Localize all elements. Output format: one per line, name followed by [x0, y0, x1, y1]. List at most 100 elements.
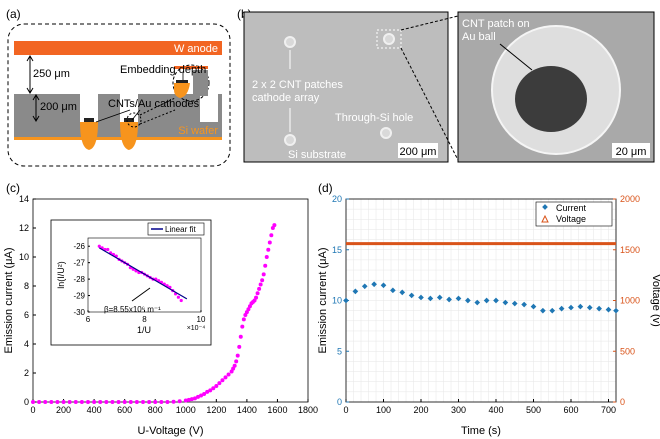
chart-c-point	[153, 400, 158, 404]
cnt-patch-tl	[284, 36, 296, 48]
chart-c-point	[260, 278, 265, 283]
inset-ytick-label: -27	[73, 259, 85, 268]
chart-c-xtick-label: 600	[117, 405, 132, 415]
chart-c-point	[186, 397, 191, 402]
array-label-1: 2 x 2 CNT patches	[252, 79, 343, 91]
chart-c-point	[147, 400, 152, 404]
chart-c-xtick-label: 0	[30, 405, 35, 415]
anode-label: W anode	[174, 43, 218, 55]
chart-d-xtick-label: 700	[601, 405, 616, 415]
chart-c-point	[67, 400, 72, 404]
zoom-line-1	[139, 97, 176, 116]
chart-c-point	[43, 400, 48, 404]
chart-c-point	[110, 400, 115, 404]
chart-c-ytick-label: 2	[24, 368, 29, 378]
chart-c-point	[261, 272, 266, 277]
chart-c-point	[217, 381, 222, 386]
inset-ytick-label: -29	[73, 292, 85, 301]
chart-d-y2tick-label: 0	[620, 397, 625, 407]
zoom-ball	[174, 83, 190, 98]
cathodes-leader-2	[131, 109, 141, 121]
cathodes-leader-1	[95, 109, 131, 123]
chart-c-xtick-label: 1200	[206, 405, 226, 415]
chart-d-xlabel: Time (s)	[461, 425, 501, 437]
cnt-patch-tr	[383, 33, 395, 45]
chart-d: 0 100 200 300 400 500 600 700051015200500100015…	[317, 194, 660, 437]
chart-c-xtick-label: 1400	[237, 405, 257, 415]
current-point	[558, 305, 565, 312]
current-point	[568, 304, 574, 311]
chart-c-point	[238, 334, 243, 339]
chart-d-y2tick-label: 1500	[620, 245, 640, 255]
cnt-patch-1	[84, 118, 94, 122]
inset-fit-line	[98, 247, 188, 300]
current-point	[446, 296, 452, 303]
chart-c-point	[269, 233, 274, 238]
inset-point	[106, 247, 110, 252]
chart-d-legend-box	[535, 201, 613, 227]
chart-c-point	[257, 286, 262, 291]
current-point	[521, 301, 527, 308]
cnt-patch-bl	[284, 134, 296, 146]
chart-d-xtick-label: 0	[343, 405, 348, 415]
chart-c-point	[241, 317, 246, 322]
wafer-label: Si wafer	[178, 125, 218, 137]
chart-c-frame	[32, 198, 309, 403]
chart-c-point	[141, 400, 145, 404]
chart-c-xtick-label: 200	[56, 405, 71, 415]
inset-legend-label: Linear fit	[165, 225, 196, 234]
chart-d-xtick-label: 300	[451, 405, 466, 415]
chart-c-point	[189, 397, 194, 402]
zoom-circle-small	[126, 112, 142, 128]
chart-c-ytick-label: 10	[19, 252, 29, 262]
chart-d-ylabel: Emission current (μA)	[317, 248, 329, 354]
inset-ytick-label: -30	[73, 308, 85, 317]
chart-c-point	[134, 400, 139, 404]
inset-point	[176, 295, 180, 299]
substrate-label: Si substrate	[288, 149, 346, 161]
panel-a-label: (a)	[6, 7, 21, 21]
inset-xtick-label: 6	[86, 315, 91, 324]
chart-c-point	[79, 400, 84, 404]
inset-xlabel: 1/U	[137, 325, 151, 335]
chart-c-point	[49, 400, 54, 404]
chart-c-ytick-label: 0	[24, 397, 29, 407]
chart-c-point	[177, 399, 182, 404]
cnt-patch-2	[124, 118, 134, 122]
inset-ylabel: ln(I/U²)	[56, 261, 66, 289]
chart-c-point	[86, 400, 90, 404]
chart-c-point	[220, 378, 225, 383]
chart-c-point	[237, 344, 242, 349]
chart-c-point	[202, 392, 207, 397]
current-point	[352, 288, 359, 295]
chart-c-point	[235, 353, 240, 358]
chart-c-inset: 6 8 10 -26 -27 -28 -29 -30 Linear fit β=8.55x10⁶ …	[50, 219, 212, 346]
panel-a-frame	[7, 23, 231, 167]
chart-c-point	[159, 400, 164, 404]
chart-c-point	[267, 240, 272, 245]
current-point	[427, 295, 434, 302]
inset-xtick-label: 10	[197, 315, 206, 324]
chart-c-xtick-label: 1000	[176, 405, 196, 415]
inset-xtick-label: 8	[142, 315, 147, 324]
panel-c-label: (c)	[6, 181, 20, 195]
current-point	[418, 294, 424, 301]
cnt-patch-sem	[515, 66, 587, 132]
current-point	[577, 303, 584, 310]
inset-ytick-label: -28	[73, 275, 85, 284]
inset-annotation: β=8.55x10⁶ m⁻¹	[104, 305, 161, 314]
panel-d-label: (d)	[318, 181, 333, 195]
patch-label-2: Au ball	[462, 31, 496, 43]
chart-c-point	[264, 255, 269, 259]
current-point	[390, 287, 396, 294]
current-point	[549, 307, 556, 314]
chart-c-point	[37, 400, 42, 404]
scale-bar-1-bg	[398, 143, 438, 158]
chart-c-point	[183, 398, 188, 403]
chart-c: 0 200 400 600 800 1000 1200 1400 1600 1800 0 2 4 6 8 10…	[3, 194, 318, 437]
embedding-label: Embedding depth	[120, 64, 206, 76]
legend-voltage-label: Voltage	[556, 214, 586, 224]
chart-c-ytick-label: 4	[24, 339, 29, 349]
current-point	[493, 297, 499, 304]
chart-d-ytick-label: 0	[337, 397, 342, 407]
